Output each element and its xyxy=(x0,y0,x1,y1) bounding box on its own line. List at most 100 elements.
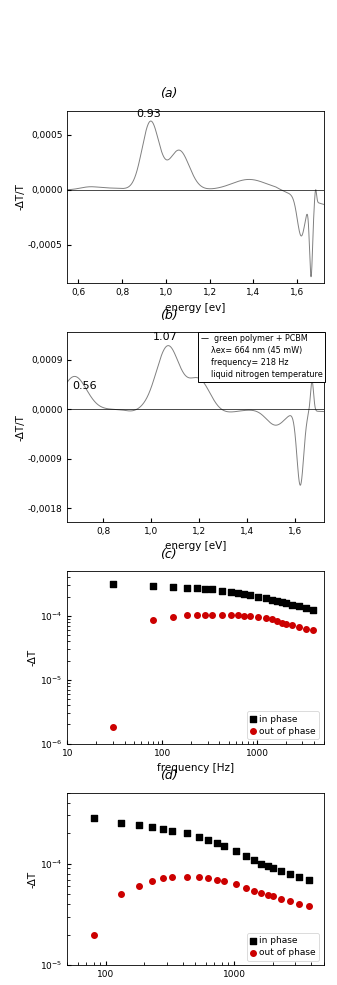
out of phase xyxy=(221,873,226,888)
in phase xyxy=(118,816,123,831)
out of phase xyxy=(271,888,276,904)
out of phase xyxy=(91,927,96,943)
out of phase xyxy=(296,619,301,634)
in phase xyxy=(136,818,141,833)
out of phase xyxy=(160,871,166,886)
out of phase xyxy=(243,880,248,895)
in phase xyxy=(214,835,219,851)
in phase xyxy=(233,843,238,859)
in phase xyxy=(271,861,276,877)
out of phase xyxy=(170,869,175,885)
out of phase xyxy=(110,719,115,735)
out of phase xyxy=(289,618,295,633)
in phase xyxy=(284,595,289,611)
Y-axis label: -ΔT/T: -ΔT/T xyxy=(15,414,25,440)
out of phase xyxy=(251,884,256,899)
Y-axis label: -ΔT/T: -ΔT/T xyxy=(15,183,25,211)
in phase xyxy=(194,580,199,596)
out of phase xyxy=(214,872,219,887)
in phase xyxy=(236,585,241,601)
out of phase xyxy=(150,873,155,888)
out of phase xyxy=(269,612,275,627)
in phase xyxy=(150,820,155,835)
out of phase xyxy=(236,608,241,624)
in phase xyxy=(303,601,308,617)
out of phase xyxy=(297,896,302,912)
in phase xyxy=(221,838,226,854)
in phase xyxy=(171,579,176,595)
out of phase xyxy=(265,887,270,903)
in phase xyxy=(91,811,96,826)
in phase xyxy=(297,869,302,885)
in phase xyxy=(202,581,208,597)
in phase xyxy=(242,586,247,602)
Text: (c): (c) xyxy=(160,548,177,560)
in phase xyxy=(243,848,248,864)
Text: —  green polymer + PCBM
    λex= 664 nm (45 mW)
    frequency= 218 Hz
    liquid: — green polymer + PCBM λex= 664 nm (45 m… xyxy=(201,334,322,379)
in phase xyxy=(278,863,284,879)
in phase xyxy=(160,821,166,837)
in phase xyxy=(220,583,225,599)
in phase xyxy=(275,593,280,609)
in phase xyxy=(184,580,189,596)
out of phase xyxy=(150,613,156,628)
out of phase xyxy=(206,870,211,886)
in phase xyxy=(196,828,202,844)
out of phase xyxy=(306,898,311,914)
in phase xyxy=(247,587,252,603)
Text: 0.93: 0.93 xyxy=(136,109,161,119)
X-axis label: energy [ev]: energy [ev] xyxy=(165,302,226,312)
in phase xyxy=(258,856,264,872)
out of phase xyxy=(275,614,280,629)
in phase xyxy=(170,823,175,839)
out of phase xyxy=(303,621,308,636)
X-axis label: energy [eV]: energy [eV] xyxy=(165,542,226,552)
out of phase xyxy=(284,616,289,631)
Legend: in phase, out of phase: in phase, out of phase xyxy=(247,711,319,739)
out of phase xyxy=(247,608,252,624)
Text: (d): (d) xyxy=(160,769,177,782)
out of phase xyxy=(287,893,293,909)
Text: (a): (a) xyxy=(160,87,177,100)
in phase xyxy=(110,576,115,592)
Text: 1.07: 1.07 xyxy=(153,332,178,342)
out of phase xyxy=(196,869,202,885)
in phase xyxy=(206,832,211,848)
out of phase xyxy=(184,869,190,885)
Text: 0.56: 0.56 xyxy=(72,381,97,391)
X-axis label: frequency [Hz]: frequency [Hz] xyxy=(157,763,234,773)
out of phase xyxy=(184,608,189,624)
out of phase xyxy=(118,886,123,902)
in phase xyxy=(269,592,275,608)
out of phase xyxy=(310,623,315,638)
in phase xyxy=(150,578,156,594)
in phase xyxy=(263,590,268,606)
in phase xyxy=(279,594,285,610)
Text: (b): (b) xyxy=(160,308,177,322)
in phase xyxy=(287,866,293,882)
out of phase xyxy=(171,610,176,625)
in phase xyxy=(256,589,261,605)
out of phase xyxy=(228,607,234,623)
out of phase xyxy=(278,891,284,907)
in phase xyxy=(310,603,315,619)
Legend: in phase, out of phase: in phase, out of phase xyxy=(247,933,319,960)
in phase xyxy=(251,852,256,868)
out of phase xyxy=(194,607,199,623)
out of phase xyxy=(258,885,264,900)
in phase xyxy=(289,597,295,613)
out of phase xyxy=(279,615,285,630)
out of phase xyxy=(256,609,261,624)
out of phase xyxy=(263,610,268,625)
out of phase xyxy=(136,879,141,894)
in phase xyxy=(306,872,311,887)
in phase xyxy=(184,825,190,841)
out of phase xyxy=(242,608,247,624)
out of phase xyxy=(209,607,214,623)
out of phase xyxy=(220,607,225,623)
in phase xyxy=(265,858,270,874)
out of phase xyxy=(233,877,238,892)
in phase xyxy=(296,598,301,614)
Y-axis label: -ΔT: -ΔT xyxy=(27,871,37,887)
in phase xyxy=(209,581,214,597)
